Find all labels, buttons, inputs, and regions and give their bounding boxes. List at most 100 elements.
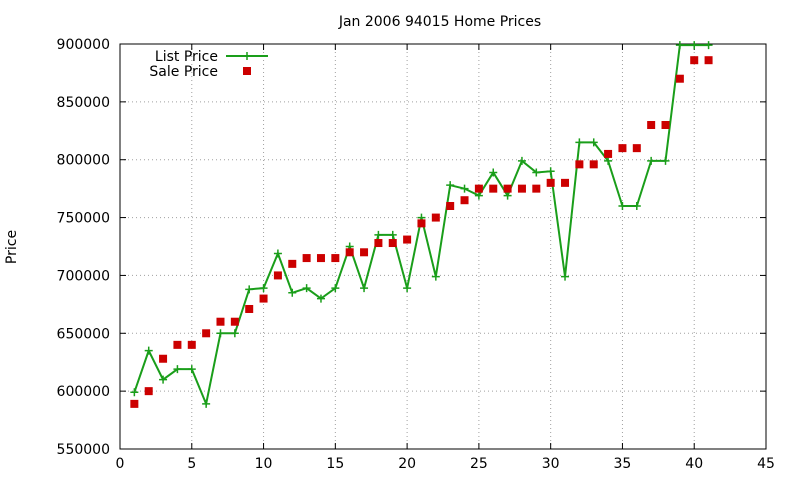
data-point (431, 272, 440, 281)
data-point (230, 317, 239, 326)
chart-title: Jan 2006 94015 Home Prices (338, 14, 541, 30)
data-point (489, 184, 498, 193)
data-point (589, 138, 598, 147)
y-tick-label: 650000 (57, 326, 110, 342)
data-point (202, 399, 211, 408)
data-point (604, 149, 613, 158)
y-tick-label: 600000 (57, 384, 110, 400)
series (130, 41, 713, 408)
data-point (259, 284, 268, 293)
data-point (446, 202, 455, 210)
plot-border (119, 43, 767, 450)
data-point (273, 249, 282, 258)
data-point (316, 254, 325, 263)
data-point (159, 375, 168, 384)
data-point (647, 156, 656, 165)
legend-label: List Price (155, 49, 218, 65)
series-sale-price (130, 56, 713, 408)
legend-label: Sale Price (149, 64, 218, 80)
y-tick-label: 700000 (57, 268, 110, 284)
data-point (661, 156, 670, 165)
data-point (259, 294, 268, 303)
data-point (704, 56, 713, 65)
data-point (546, 178, 555, 187)
data-point (431, 213, 440, 222)
data-point (374, 239, 383, 248)
data-point (173, 365, 182, 374)
data-point (575, 138, 584, 147)
x-tick-label: 35 (614, 456, 632, 472)
data-point (374, 230, 383, 239)
data-point (331, 284, 340, 293)
data-point (446, 181, 455, 190)
data-point (302, 284, 311, 293)
data-point (532, 168, 541, 177)
data-point (517, 156, 526, 165)
y-tick-label: 800000 (57, 153, 110, 169)
data-point (632, 144, 641, 153)
data-point (173, 340, 182, 349)
tick-labels: 0 5 10 15 20 25 30 35 40 45 550000 600000 650000 7000… (57, 37, 775, 472)
data-point (331, 254, 340, 263)
y-tick-label: 850000 (57, 95, 110, 111)
x-tick-label: 30 (542, 456, 560, 472)
y-tick-label: 900000 (57, 37, 110, 53)
data-point (474, 191, 483, 200)
data-point (187, 340, 196, 349)
data-point (130, 388, 139, 397)
legend-point-swatch (243, 52, 251, 60)
data-point (316, 294, 325, 303)
data-point (647, 121, 656, 129)
y-tick-label: 750000 (57, 211, 110, 227)
data-point (345, 248, 354, 257)
data-point (216, 317, 225, 326)
x-tick-label: 5 (187, 456, 196, 472)
data-point (202, 329, 211, 338)
data-point (690, 56, 699, 65)
data-point (460, 184, 469, 193)
data-point (144, 346, 153, 355)
data-point (417, 219, 426, 228)
data-point (288, 259, 297, 268)
data-point (575, 160, 584, 169)
data-point (302, 254, 311, 263)
legend-point-swatch (243, 67, 251, 75)
data-point (388, 239, 397, 248)
x-tick-label: 25 (470, 456, 488, 472)
data-point (675, 41, 684, 50)
data-point (245, 304, 254, 313)
data-point (546, 167, 555, 176)
x-tick-label: 0 (116, 456, 125, 472)
data-point (230, 329, 239, 338)
data-point (159, 354, 168, 363)
data-point (474, 184, 483, 193)
data-point (589, 160, 598, 169)
data-point (532, 184, 541, 193)
data-point (503, 191, 512, 200)
data-point (561, 178, 570, 187)
data-point (245, 285, 254, 294)
data-point (288, 288, 297, 297)
data-point (388, 230, 397, 239)
grid (120, 44, 766, 449)
data-point (661, 121, 670, 129)
x-tick-label: 20 (398, 456, 416, 472)
x-tick-label: 45 (757, 456, 775, 472)
data-point (618, 144, 627, 153)
data-point (144, 387, 153, 396)
data-point (704, 41, 713, 50)
data-point (403, 284, 412, 293)
data-point (489, 168, 498, 177)
data-point (130, 399, 139, 408)
data-point (403, 235, 412, 244)
data-point (604, 156, 613, 165)
data-point (503, 184, 512, 193)
data-point (187, 365, 196, 374)
data-point (561, 272, 570, 281)
data-point (460, 196, 469, 205)
x-tick-label: 10 (255, 456, 273, 472)
data-point (632, 202, 641, 210)
